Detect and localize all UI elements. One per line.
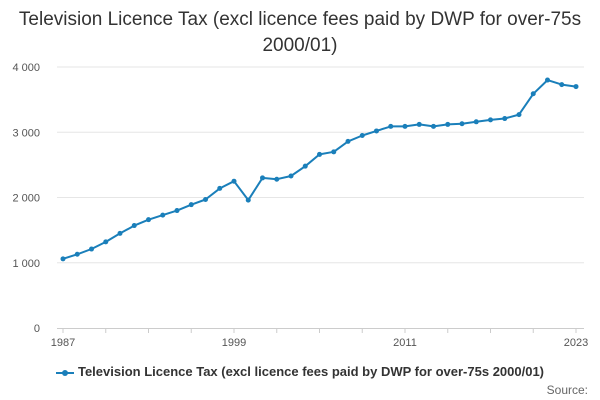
data-point[interactable] (203, 196, 208, 202)
data-point[interactable] (402, 123, 408, 129)
data-point[interactable] (188, 202, 194, 208)
data-point[interactable] (331, 149, 337, 155)
series-line (62, 79, 577, 260)
data-point[interactable] (502, 116, 508, 122)
data-point[interactable] (245, 197, 251, 203)
data-point[interactable] (103, 239, 109, 245)
data-point[interactable] (146, 217, 151, 223)
data-point[interactable] (388, 123, 394, 129)
data-point[interactable] (174, 208, 180, 214)
series-layer (60, 77, 579, 262)
data-point[interactable] (217, 185, 223, 191)
data-point[interactable] (459, 121, 465, 127)
data-point[interactable] (516, 112, 522, 118)
axes: 0 1 000 2 000 3 000 4 000 1987 1999 2011 2023 (12, 62, 588, 349)
legend[interactable]: Television Licence Tax (excl licence fee… (0, 364, 600, 379)
data-point[interactable] (74, 251, 80, 257)
data-point[interactable] (260, 175, 265, 181)
data-point[interactable] (488, 117, 493, 123)
y-tick-label: 3 000 (12, 127, 40, 139)
data-point[interactable] (288, 173, 294, 179)
x-tick-label: 2023 (564, 337, 588, 349)
data-point[interactable] (117, 230, 123, 236)
data-point[interactable] (231, 178, 237, 184)
x-tick-label: 1999 (222, 337, 246, 349)
y-tick-label: 4 000 (12, 62, 40, 74)
source-label: Source: (546, 383, 588, 397)
chart-title: Television Licence Tax (excl licence fee… (18, 9, 582, 56)
y-tick-label: 2 000 (12, 193, 40, 205)
legend-line-marker-icon (55, 368, 74, 378)
x-tick-label: 2011 (393, 337, 417, 349)
data-point[interactable] (559, 82, 565, 88)
data-point[interactable] (160, 212, 166, 218)
data-point[interactable] (274, 176, 280, 182)
y-tick-label: 1 000 (12, 258, 40, 270)
data-point[interactable] (473, 119, 479, 125)
data-point[interactable] (545, 77, 550, 83)
data-point[interactable] (530, 91, 536, 97)
data-point[interactable] (431, 123, 436, 129)
y-tick-label: 0 (34, 323, 40, 335)
data-point[interactable] (374, 128, 379, 134)
data-point[interactable] (416, 121, 422, 127)
data-point[interactable] (302, 163, 308, 169)
data-point[interactable] (131, 223, 137, 229)
data-point[interactable] (60, 256, 66, 262)
data-point[interactable] (345, 138, 351, 144)
data-point[interactable] (317, 151, 322, 157)
legend-label: Television Licence Tax (excl licence fee… (77, 364, 545, 379)
grid-lines (57, 66, 584, 264)
x-tick-label: 1987 (51, 337, 75, 349)
data-point[interactable] (89, 246, 94, 252)
data-point[interactable] (573, 84, 579, 90)
data-point[interactable] (445, 121, 451, 127)
data-point[interactable] (359, 133, 365, 139)
